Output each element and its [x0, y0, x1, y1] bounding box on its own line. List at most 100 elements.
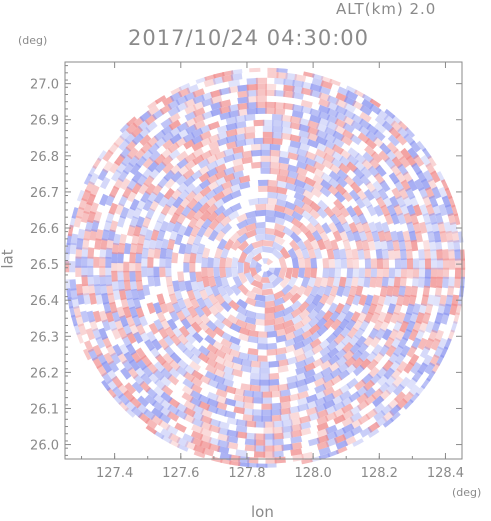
- radar-cell: [201, 276, 210, 288]
- radar-cell: [139, 110, 152, 122]
- radar-cell: [310, 257, 318, 269]
- radar-cell: [316, 421, 329, 432]
- radar-cell: [65, 251, 70, 264]
- y-tick-label: 26.8: [30, 150, 59, 165]
- radar-cell: [284, 325, 296, 335]
- radar-cell: [352, 267, 360, 279]
- radar-cell: [234, 139, 247, 148]
- radar-cell: [292, 320, 305, 331]
- radar-cell: [408, 230, 417, 243]
- radar-cell: [221, 317, 234, 329]
- radar-cell: [108, 202, 118, 215]
- radar-cell: [226, 417, 239, 426]
- radar-cell: [354, 379, 367, 391]
- radar-cell: [261, 391, 273, 398]
- radar-cell: [192, 289, 203, 301]
- radar-cell: [198, 321, 210, 333]
- radar-cell: [381, 221, 391, 234]
- radar-cell: [242, 389, 254, 398]
- radar-cell: [311, 344, 324, 355]
- radar-cell: [359, 111, 372, 123]
- radar-cell: [412, 258, 420, 270]
- radar-cell: [236, 226, 249, 237]
- radar-cell: [436, 249, 443, 261]
- radar-cell: [267, 60, 278, 66]
- radar-cell: [326, 340, 339, 352]
- radar-cell: [84, 180, 95, 194]
- radar-cell: [119, 178, 131, 191]
- radar-cell: [71, 297, 80, 310]
- radar-cell: [170, 188, 183, 201]
- radar-cell: [153, 319, 164, 332]
- radar-cell: [276, 186, 288, 195]
- radar-cell: [260, 155, 271, 162]
- radar-cell: [248, 198, 260, 206]
- radar-cell: [151, 338, 163, 351]
- radar-cell: [430, 258, 438, 270]
- radar-cell: [377, 188, 389, 201]
- radar-cell: [225, 267, 233, 279]
- radar-cell: [107, 229, 116, 241]
- radar-cell: [142, 216, 152, 229]
- radar-cell: [247, 354, 259, 362]
- radar-cell: [227, 210, 240, 221]
- radar-cell: [346, 154, 359, 166]
- radar-cell: [390, 212, 400, 225]
- radar-cell: [366, 359, 379, 371]
- radar-cell: [261, 288, 274, 296]
- radar-cell: [316, 409, 329, 419]
- radar-cell: [177, 164, 190, 177]
- radar-cell: [159, 247, 167, 259]
- radar-cell: [236, 219, 248, 230]
- radar-cell: [160, 428, 173, 439]
- radar-cell: [270, 402, 282, 410]
- radar-cell: [390, 368, 403, 381]
- radar-cell: [111, 261, 118, 273]
- radar-cell: [466, 249, 473, 261]
- radar-cell: [286, 381, 298, 390]
- radar-cell: [264, 312, 276, 320]
- radar-cell: [394, 391, 406, 404]
- radar-cell: [226, 429, 239, 438]
- radar-cell: [135, 155, 147, 168]
- radar-cell: [205, 357, 218, 368]
- radar-cell: [242, 408, 254, 416]
- radar-cell: [346, 205, 357, 218]
- radar-cell: [398, 285, 406, 298]
- radar-cell: [163, 187, 175, 200]
- radar-cell: [384, 107, 397, 119]
- radar-cell: [334, 191, 346, 203]
- radar-cell: [323, 399, 336, 410]
- radar-cell: [154, 378, 167, 391]
- radar-cell: [215, 401, 228, 411]
- radar-cell: [354, 327, 365, 340]
- radar-cell: [70, 233, 79, 246]
- radar-cell: [298, 223, 310, 235]
- radar-cell: [402, 230, 411, 243]
- radar-cell: [427, 154, 439, 167]
- radar-cell: [213, 361, 226, 372]
- radar-cell: [322, 392, 336, 403]
- radar-cell: [148, 150, 161, 162]
- radar-cell: [230, 73, 243, 81]
- radar-cell: [324, 133, 337, 144]
- radar-cell: [370, 335, 381, 348]
- radar-cell: [311, 358, 324, 369]
- radar-cell: [305, 230, 316, 243]
- radar-cell: [397, 163, 409, 176]
- radar-cell: [236, 232, 249, 244]
- radar-cell: [177, 271, 185, 283]
- radar-cell: [402, 195, 413, 209]
- radar-cell: [363, 248, 371, 260]
- radar-cell: [345, 248, 353, 260]
- radar-cell: [228, 348, 241, 358]
- radar-cell: [227, 314, 239, 325]
- radar-cell: [352, 175, 364, 187]
- radar-cell: [418, 221, 428, 234]
- radar-cell: [294, 178, 306, 189]
- radar-cell: [175, 101, 189, 113]
- radar-cell: [382, 359, 394, 372]
- radar-cell: [139, 331, 151, 344]
- radar-cell: [215, 407, 228, 417]
- radar-cell: [342, 122, 355, 134]
